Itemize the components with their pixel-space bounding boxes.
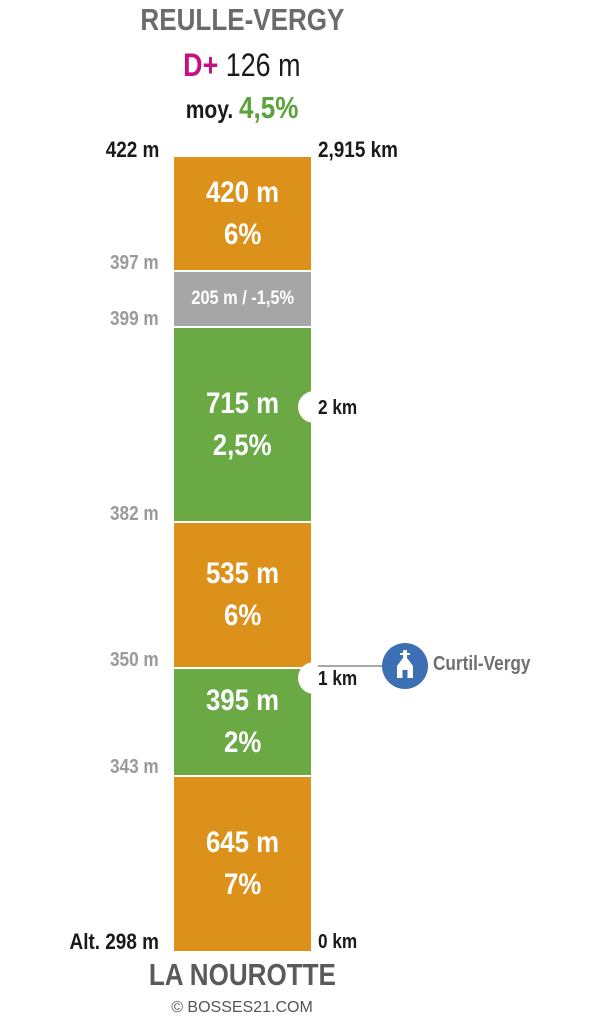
avg-value: 4,5% bbox=[238, 90, 299, 125]
segment-length: 420 m bbox=[205, 175, 280, 209]
profile-segment: 395 m 2% bbox=[174, 667, 311, 775]
gain-value: 126 m bbox=[225, 47, 301, 83]
segment-grade: 6% bbox=[223, 599, 262, 632]
km-marker-0: 0 km bbox=[318, 931, 358, 953]
segment-grade: 2,5% bbox=[213, 428, 272, 462]
summit-altitude-label: 422 m bbox=[105, 137, 159, 162]
poi-label: Curtil-Vergy bbox=[433, 653, 531, 675]
segment-grade: 7% bbox=[223, 868, 262, 901]
profile-segment: 535 m 6% bbox=[174, 521, 311, 667]
elevation-gain: D+ 126 m bbox=[0, 47, 484, 84]
summit-name: REULLE-VERGY bbox=[139, 2, 344, 37]
profile-column: 645 m 7% 395 m 2% 535 m 6% 715 m 2,5% 205 m / -1… bbox=[174, 155, 311, 951]
segment-length: 645 m bbox=[205, 826, 280, 859]
km-marker-2: 2 km bbox=[318, 397, 358, 419]
altitude-label: 399 m bbox=[110, 308, 159, 330]
altitude-label: 350 m bbox=[110, 649, 159, 671]
segment-length: 535 m bbox=[205, 557, 280, 590]
segment-length: 715 m bbox=[205, 386, 280, 420]
start-name: LA NOUROTTE bbox=[148, 957, 336, 992]
segment-grade: 2% bbox=[223, 726, 262, 759]
avg-prefix: moy. bbox=[185, 96, 234, 124]
km-marker-1: 1 km bbox=[318, 668, 358, 690]
segment-label: 205 m / -1,5% bbox=[191, 288, 294, 309]
km-notch bbox=[298, 662, 324, 694]
segment-grade: 6% bbox=[223, 217, 262, 251]
altitude-label: 397 m bbox=[110, 252, 159, 274]
profile-segment: 420 m 6% bbox=[174, 155, 311, 270]
altitude-label: 343 m bbox=[110, 756, 159, 778]
profile-segment: 205 m / -1,5% bbox=[174, 270, 311, 326]
km-notch bbox=[298, 391, 324, 423]
altitude-label: 382 m bbox=[110, 503, 159, 525]
segment-length: 395 m bbox=[205, 684, 280, 717]
average-grade: moy. 4,5% bbox=[0, 90, 484, 126]
total-distance-label: 2,915 km bbox=[318, 137, 398, 162]
gain-prefix: D+ bbox=[183, 47, 219, 83]
poi-connector bbox=[318, 665, 382, 667]
profile-segment: 715 m 2,5% bbox=[174, 326, 311, 521]
profile-segment: 645 m 7% bbox=[174, 775, 311, 951]
credit: © BOSSES21.COM bbox=[171, 999, 313, 1016]
start-altitude-label: Alt. 298 m bbox=[69, 929, 159, 954]
church-icon bbox=[382, 643, 428, 689]
